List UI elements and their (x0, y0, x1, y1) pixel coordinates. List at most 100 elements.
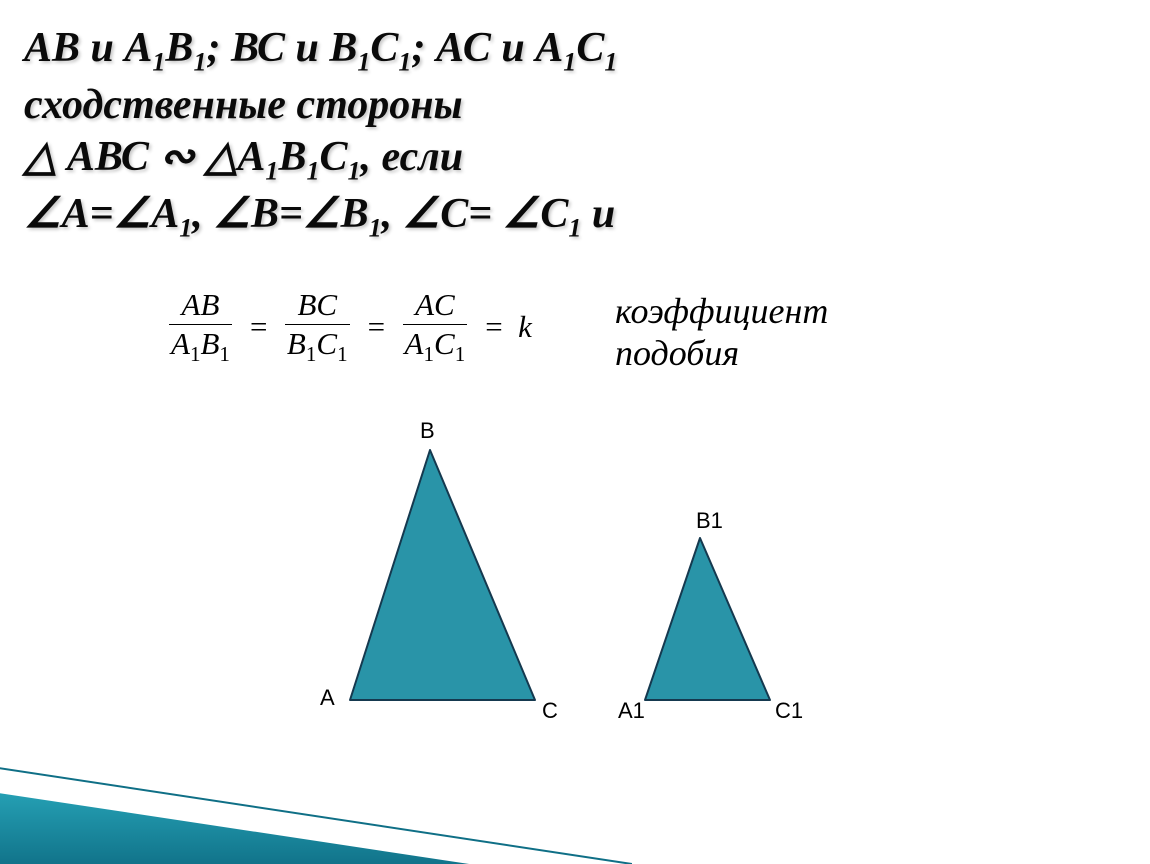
fraction-2: BC B1C1 (281, 288, 354, 366)
trailing-and-text: и (592, 191, 615, 237)
ang1b-sub: 1 (179, 214, 192, 243)
pair3-right-c: С (576, 25, 604, 71)
angle-3: ∠ (403, 191, 441, 237)
tri2-b: В (278, 134, 306, 180)
fraction-1: AB A1B1 (165, 288, 236, 366)
pair2-right-b-sub: 1 (357, 47, 370, 76)
trailing-and: и (592, 191, 615, 237)
tri2-c: С (319, 134, 347, 180)
c2: , (382, 191, 403, 237)
vertex-label-C1: C1 (775, 698, 803, 724)
pair3-left: АС (436, 25, 491, 71)
tri2-a: А (237, 134, 265, 180)
eq-1: = (242, 309, 275, 345)
and-2: и (296, 25, 330, 71)
vertex-label-A: A (320, 685, 335, 711)
pair3-right-a-sub: 1 (563, 47, 576, 76)
pair2-right-c-sub: 1 (398, 47, 411, 76)
k-var: k (516, 309, 532, 345)
pair1-right-a: А (124, 25, 152, 71)
tri2-b-sub: 1 (306, 157, 319, 186)
heading-line-3: △ АВС ∾ △А1В1С1, если (24, 131, 1124, 188)
frac2-den-c-sub: 1 (337, 342, 348, 366)
ang1b: А (151, 191, 179, 237)
frac3-num: AC (413, 288, 457, 322)
frac2-den-b-sub: 1 (306, 342, 317, 366)
heading-block: АВ и А1В1; ВС и В1С1; АС и А1С1 сходстве… (24, 22, 1124, 245)
heading-line-2: сходственные стороны (24, 79, 1124, 132)
frac1-num: AB (180, 288, 222, 322)
eq-3: = (477, 309, 510, 345)
ratio-formula: AB A1B1 = BC B1C1 = AC A1C1 = k (165, 288, 532, 366)
angle-3b: ∠ (503, 191, 541, 237)
frac1-den-a: A (171, 326, 190, 361)
semi-2: ; (411, 25, 436, 71)
koef-line1: коэффициент (615, 290, 828, 332)
semi-1: ; (206, 25, 231, 71)
c1: , (192, 191, 213, 237)
frac1-den-b: B (200, 326, 219, 361)
ang3b-sub: 1 (568, 214, 581, 243)
frac3-den: A1C1 (403, 327, 468, 366)
koef-label: коэффициент подобия (615, 290, 828, 375)
slide: АВ и А1В1; ВС и В1С1; АС и А1С1 сходстве… (0, 0, 1150, 864)
eq2: = (279, 191, 303, 237)
frac2-den-b: B (287, 326, 306, 361)
frac1-den-b-sub: 1 (219, 342, 230, 366)
heading-line-4: ∠А=∠А1, ∠В=∠В1, ∠С= ∠С1 и (24, 188, 1124, 245)
frac2-den: B1C1 (285, 327, 350, 366)
heading-line-1: АВ и А1В1; ВС и В1С1; АС и А1С1 (24, 22, 1124, 79)
pair1-right-b-sub: 1 (193, 47, 206, 76)
ang3a: С (440, 191, 468, 237)
frac1-den-a-sub: 1 (190, 342, 201, 366)
frac3-den-a-sub: 1 (423, 342, 434, 366)
frac1-den: A1B1 (169, 327, 232, 366)
angle-1: ∠ (24, 191, 62, 237)
tri1: АВС (67, 134, 149, 180)
frac1-bar (169, 324, 232, 325)
tri2-a-sub: 1 (265, 157, 278, 186)
ang3b: С (540, 191, 568, 237)
corner-decoration (0, 722, 632, 864)
pair1-right-b: В (165, 25, 193, 71)
and-1: и (91, 25, 125, 71)
comma-if: , (361, 134, 382, 180)
angle-2b: ∠ (303, 191, 341, 237)
frac2-bar (285, 324, 350, 325)
and-3: и (501, 25, 535, 71)
vertex-label-B: B (420, 418, 435, 444)
ang1a: А (62, 191, 90, 237)
pair1-left: АВ (24, 25, 80, 71)
ang2b-sub: 1 (369, 214, 382, 243)
angle-2: ∠ (213, 191, 251, 237)
frac3-den-c: C (434, 326, 455, 361)
frac3-den-c-sub: 1 (455, 342, 466, 366)
eq1: = (90, 191, 114, 237)
pair3-right-c-sub: 1 (604, 47, 617, 76)
vertex-label-C: C (542, 698, 558, 724)
eq3: = (468, 191, 502, 237)
pair1-right-a-sub: 1 (152, 47, 165, 76)
angle-1b: ∠ (114, 191, 152, 237)
tri2-c-sub: 1 (347, 157, 360, 186)
frac3-bar (403, 324, 468, 325)
ang2a: В (251, 191, 279, 237)
similar-symbol: ∾ (159, 134, 194, 180)
vertex-label-A1: A1 (618, 698, 645, 724)
pair2-left: ВС (231, 25, 285, 71)
frac2-den-c: C (316, 326, 337, 361)
koef-line2: подобия (615, 332, 828, 374)
frac3-den-a: A (405, 326, 424, 361)
triangle-diagrams: A B C A1 B1 C1 (280, 410, 840, 730)
eq-2: = (360, 309, 393, 345)
triangle-symbol-1: △ (24, 134, 67, 180)
if-word: если (382, 134, 464, 180)
vertex-label-B1: B1 (696, 508, 723, 534)
triangle-symbol-2: △ (205, 134, 237, 180)
pair3-right-a: А (535, 25, 563, 71)
pair2-right-b: В (329, 25, 357, 71)
pair2-right-c: С (370, 25, 398, 71)
ang2b: В (341, 191, 369, 237)
fraction-3: AC A1C1 (399, 288, 472, 366)
frac2-num: BC (295, 288, 339, 322)
